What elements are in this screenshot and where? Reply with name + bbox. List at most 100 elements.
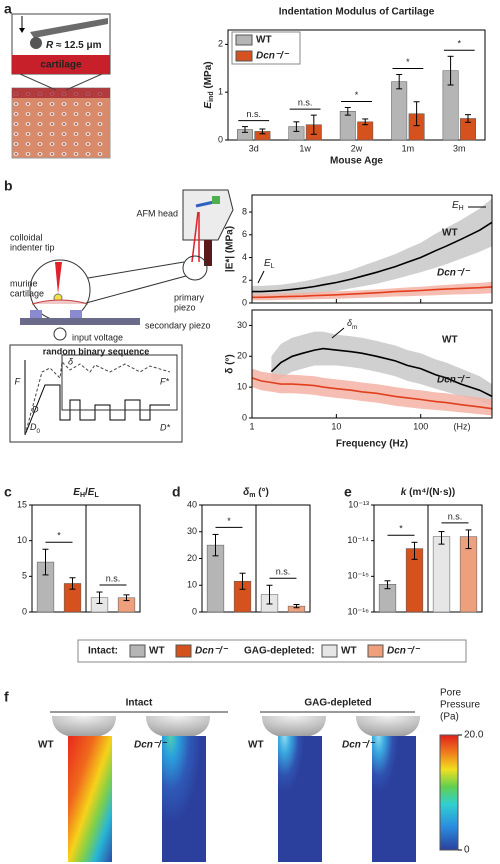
significance-label: n.s. — [106, 573, 121, 583]
simulation-dcn-gag — [356, 716, 420, 862]
tissue-surface — [12, 88, 110, 98]
high-label-part: H — [459, 205, 464, 212]
sequence-inset — [61, 354, 178, 411]
chart-title-part: (°) — [255, 487, 268, 498]
y-tick-label: 0 — [242, 297, 247, 307]
chart-title-part: m — [249, 492, 255, 499]
indenter — [146, 716, 210, 738]
annotation-arrow — [331, 327, 345, 339]
x-tick-label: 1 — [249, 421, 254, 431]
chart-title: δm (°) — [243, 487, 269, 500]
y-tick-label: 10 — [187, 580, 197, 590]
stage — [20, 318, 140, 325]
force-amp-label: F* — [160, 376, 169, 386]
chart-title-part: E — [73, 487, 80, 498]
x-unit-label: (Hz) — [454, 421, 471, 431]
chart-title-part: δ — [243, 487, 250, 498]
indenter — [356, 716, 420, 738]
significance-label: n.s. — [276, 567, 291, 577]
cantilever — [30, 18, 108, 38]
chart-title-part: L — [94, 492, 99, 499]
delta-label: δ — [68, 356, 74, 366]
tissue-image — [11, 87, 111, 159]
disp-amp-label: D* — [160, 422, 170, 432]
y-tick-label: 4 — [242, 252, 247, 262]
chart-title-part: H — [80, 492, 85, 499]
voltage-source — [53, 327, 67, 341]
piezo-stack — [70, 310, 82, 318]
peak-label: δm — [347, 318, 357, 331]
panel-letter: c — [4, 484, 12, 500]
panel-letter: f — [4, 689, 9, 705]
y-tick-label: 15 — [17, 499, 27, 509]
simulation-dcn-intact — [146, 716, 210, 862]
y-axis-label-part: (MPa) — [203, 61, 214, 91]
series-label: WT — [442, 335, 458, 346]
disp-label: D — [32, 404, 39, 414]
primary-label: primary — [174, 292, 205, 302]
y-tick-label: 10⁻¹⁵ — [348, 571, 370, 581]
y-tick-label: 2 — [218, 39, 223, 49]
y-tick-label: 0 — [218, 134, 223, 144]
x-axis-label: Mouse Age — [330, 156, 383, 167]
y-tick-label: 40 — [187, 499, 197, 509]
y-axis-label-part: E — [203, 102, 214, 109]
chart-title-part: / — [85, 487, 88, 498]
legend-swatch — [367, 644, 384, 658]
condition-label: WT — [248, 740, 264, 751]
laser — [191, 211, 199, 263]
laser-optics — [195, 200, 215, 208]
legend-label: Dcn⁻/⁻ — [256, 51, 290, 62]
y-tick-label: 0 — [192, 606, 197, 616]
condition-label: WT — [38, 740, 54, 751]
y-tick-label: 20 — [187, 553, 197, 563]
x-tick-label: 1m — [402, 143, 415, 153]
legend-label: Dcn⁻/⁻ — [387, 646, 421, 657]
colorbar-label: 20.0 — [464, 730, 484, 741]
y-tick-label: 10 — [237, 382, 247, 392]
radius-label-part: R — [46, 40, 54, 51]
y-tick-label: 8 — [242, 206, 247, 216]
y-tick-label: 2 — [242, 275, 247, 285]
panel-letter: e — [344, 484, 352, 500]
radius-label-part: ≈ 12.5 μm — [53, 40, 101, 51]
panel-letter: d — [172, 484, 181, 500]
zoom-line — [65, 73, 103, 91]
field — [372, 736, 416, 862]
y-tick-label: 5 — [22, 571, 27, 581]
indenter — [262, 716, 326, 738]
legend-swatch — [235, 34, 253, 46]
y-axis-label: δ (°) — [225, 354, 236, 374]
simulation-wt-gag — [262, 716, 326, 862]
plot-frame — [227, 29, 486, 141]
legend-swatch — [175, 644, 192, 658]
legend-group-label: Intact: — [88, 646, 118, 657]
line — [270, 347, 493, 398]
zoom-line — [87, 261, 185, 279]
secondary-label: secondary piezo — [145, 320, 211, 330]
chart-title: Indentation Modulus of Cartilage — [279, 7, 435, 18]
error-band — [252, 198, 492, 298]
line — [252, 221, 493, 293]
high-label-part: E — [452, 200, 459, 211]
low-label-part: L — [271, 263, 275, 270]
line — [252, 286, 493, 299]
x-tick-label: 1w — [299, 143, 311, 153]
primary-piezo-block — [204, 240, 212, 266]
y-tick-label: 30 — [237, 320, 247, 330]
legend-group-label: GAG-depleted: — [244, 646, 315, 657]
piezo-stack — [30, 310, 42, 318]
cartilage-surface — [31, 299, 89, 305]
chart-title-part: (m⁴/(N·s)) — [406, 487, 455, 498]
radius-label: R ≈ 12.5 μm — [46, 40, 102, 51]
y-tick-label: 0 — [242, 412, 247, 422]
significance-label: n.s. — [448, 511, 463, 521]
group-title: Intact — [126, 698, 153, 709]
plot-frame — [251, 194, 493, 304]
colorbar — [439, 734, 459, 851]
line — [251, 377, 493, 410]
offset-label-part: D — [30, 422, 37, 432]
indenter-beam — [55, 262, 62, 294]
tip-label: indenter tip — [10, 242, 55, 252]
